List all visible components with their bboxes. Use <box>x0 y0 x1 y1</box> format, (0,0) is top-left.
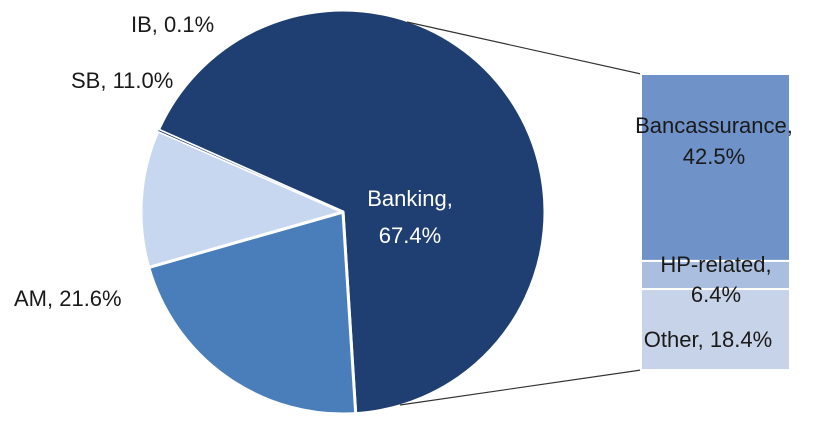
pie-slice-ib <box>157 129 344 213</box>
bar-segment-bancassurance <box>640 73 791 262</box>
label-ib: IB, 0.1% <box>131 12 214 37</box>
label-hp-related-value: 6.4% <box>691 282 741 307</box>
breakdown-bar <box>640 73 791 372</box>
label-sb: SB, 11.0% <box>71 68 173 93</box>
labels: Banking, 67.4% IB, 0.1% SB, 11.0% AM, 21.6% B… <box>14 12 793 352</box>
leader-lines <box>399 21 642 406</box>
label-bancassurance-value: 42.5% <box>683 144 745 169</box>
label-banking-name: Banking, <box>367 186 453 211</box>
label-am: AM, 21.6% <box>14 286 122 311</box>
pie-slice-sb <box>139 129 345 269</box>
label-bancassurance-name: Bancassurance, <box>635 113 793 138</box>
label-other: Other, 18.4% <box>644 327 772 352</box>
label-hp-related-name: HP-related, <box>660 252 771 277</box>
leader-line-bottom <box>399 369 642 406</box>
label-banking-value: 67.4% <box>379 223 441 248</box>
bar-segment-other <box>640 288 791 372</box>
pie-slice-banking <box>156 8 547 416</box>
leader-line-top <box>406 21 642 75</box>
pie-slice-am <box>147 210 358 416</box>
pie <box>139 8 547 416</box>
bar-segment-hp-related <box>640 259 791 291</box>
